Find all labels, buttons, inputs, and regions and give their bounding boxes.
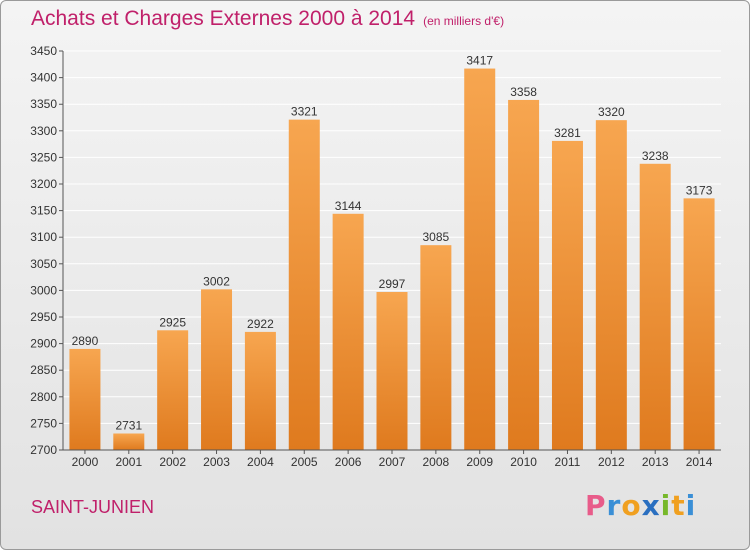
y-tick-label: 2750 (30, 416, 57, 430)
x-tick-label-2010: 2010 (510, 455, 537, 469)
data-label-2001: 2731 (115, 419, 142, 433)
x-tick-label-2001: 2001 (115, 455, 142, 469)
x-tick-label-2013: 2013 (642, 455, 669, 469)
bar-2014 (683, 198, 715, 450)
bar-2002 (157, 330, 189, 450)
bar-2000 (69, 348, 101, 450)
x-tick-label-2005: 2005 (291, 455, 318, 469)
data-label-2000: 2890 (72, 334, 99, 348)
data-label-2007: 2997 (379, 277, 406, 291)
x-tick-label-2003: 2003 (203, 455, 230, 469)
y-tick-label: 3050 (30, 257, 57, 271)
data-label-2002: 2925 (159, 315, 186, 329)
axes: 2700 2750 2800 2850 2900 2950 3000 3050 3100 3150… (30, 44, 721, 469)
chart-title: Achats et Charges Externes 2000 à 2014 (e… (31, 7, 504, 31)
y-tick-label: 3300 (30, 124, 57, 138)
data-label-2013: 3238 (642, 149, 669, 163)
y-tick-label: 3100 (30, 230, 57, 244)
data-label-2003: 3002 (203, 274, 230, 288)
y-tick-label: 3200 (30, 177, 57, 191)
y-tick-label: 3400 (30, 71, 57, 85)
y-tick-label: 3150 (30, 204, 57, 218)
bar-2012 (595, 120, 627, 450)
y-tick-label: 3350 (30, 97, 57, 111)
x-tick-label-2009: 2009 (466, 455, 493, 469)
location-label: SAINT-JUNIEN (31, 497, 155, 517)
data-label-2012: 3320 (598, 105, 625, 119)
data-label-2011: 3281 (554, 126, 581, 140)
x-tick-label-2012: 2012 (598, 455, 625, 469)
bar-2006 (332, 213, 364, 450)
x-tick-label-2000: 2000 (72, 455, 99, 469)
data-label-2005: 3321 (291, 105, 318, 119)
y-tick-label: 2700 (30, 443, 57, 457)
y-tick-label: 2850 (30, 363, 57, 377)
data-labels: 2890 2731 2925 3002 2922 3321 3144 2997 3085 3417… (72, 54, 713, 433)
y-tick-label: 2800 (30, 390, 57, 404)
x-tick-label-2008: 2008 (423, 455, 450, 469)
x-tick-label-2002: 2002 (159, 455, 186, 469)
bars (69, 68, 715, 451)
bar-2001 (113, 433, 145, 450)
y-tick-label: 2950 (30, 310, 57, 324)
data-label-2010: 3358 (510, 85, 537, 99)
chart-title-text: Achats et Charges Externes 2000 à 2014 (31, 7, 416, 30)
y-tick-label: 3250 (30, 150, 57, 164)
bar-2010 (508, 99, 540, 450)
x-tick-label-2004: 2004 (247, 455, 274, 469)
x-tick-label-2014: 2014 (686, 455, 713, 469)
y-tick-label: 3000 (30, 283, 57, 297)
data-label-2006: 3144 (335, 199, 362, 213)
x-tick-label-2011: 2011 (555, 455, 581, 469)
data-label-2009: 3417 (466, 54, 493, 68)
bar-2004 (244, 331, 276, 450)
proxiti-logo: Proxiti (585, 489, 697, 522)
y-tick-label: 3450 (30, 44, 57, 58)
data-label-2014: 3173 (686, 183, 713, 197)
x-tick-label-2007: 2007 (379, 455, 406, 469)
data-label-2008: 3085 (423, 230, 450, 244)
bar-2008 (420, 245, 452, 450)
bar-2007 (376, 291, 408, 450)
chart-unit: (en milliers d'€) (423, 14, 505, 28)
y-tick-label: 2900 (30, 337, 57, 351)
x-tick-label-2006: 2006 (335, 455, 362, 469)
bar-2009 (464, 68, 496, 450)
bar-2013 (639, 163, 671, 450)
data-label-2004: 2922 (247, 317, 274, 331)
bar-2011 (551, 140, 583, 450)
bar-2003 (201, 289, 233, 450)
bar-2005 (288, 119, 320, 451)
